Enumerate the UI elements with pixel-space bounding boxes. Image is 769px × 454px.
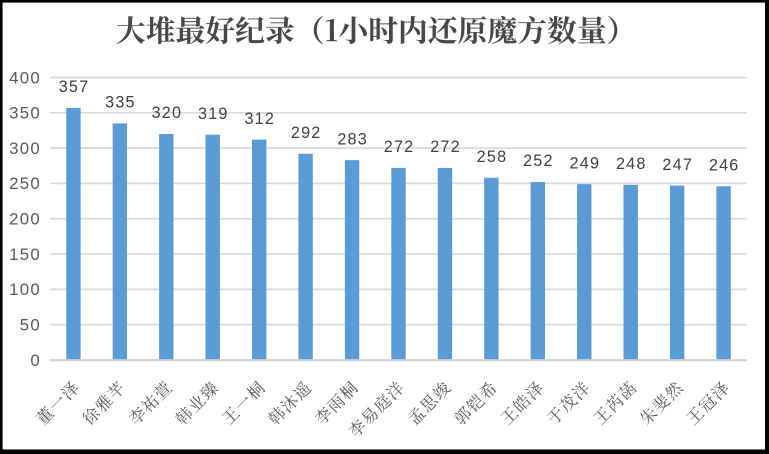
svg-text:272: 272 (384, 138, 415, 156)
svg-text:320: 320 (152, 104, 183, 122)
svg-text:272: 272 (430, 138, 461, 156)
svg-text:357: 357 (59, 78, 90, 96)
svg-text:335: 335 (105, 94, 136, 112)
svg-text:292: 292 (291, 124, 322, 142)
svg-text:283: 283 (337, 130, 368, 148)
svg-text:252: 252 (523, 152, 554, 170)
svg-text:300: 300 (9, 139, 41, 158)
svg-text:350: 350 (9, 104, 41, 123)
svg-text:248: 248 (616, 155, 647, 173)
svg-text:250: 250 (9, 174, 41, 193)
svg-text:50: 50 (20, 315, 41, 334)
svg-text:150: 150 (9, 245, 41, 264)
svg-text:319: 319 (198, 105, 229, 123)
svg-text:0: 0 (30, 351, 41, 370)
svg-text:400: 400 (9, 68, 41, 87)
svg-text:258: 258 (477, 148, 508, 166)
svg-text:247: 247 (662, 156, 693, 174)
svg-text:100: 100 (9, 280, 41, 299)
svg-text:312: 312 (244, 110, 275, 128)
svg-text:249: 249 (570, 154, 601, 172)
svg-text:246: 246 (709, 156, 740, 174)
svg-text:200: 200 (9, 210, 41, 229)
